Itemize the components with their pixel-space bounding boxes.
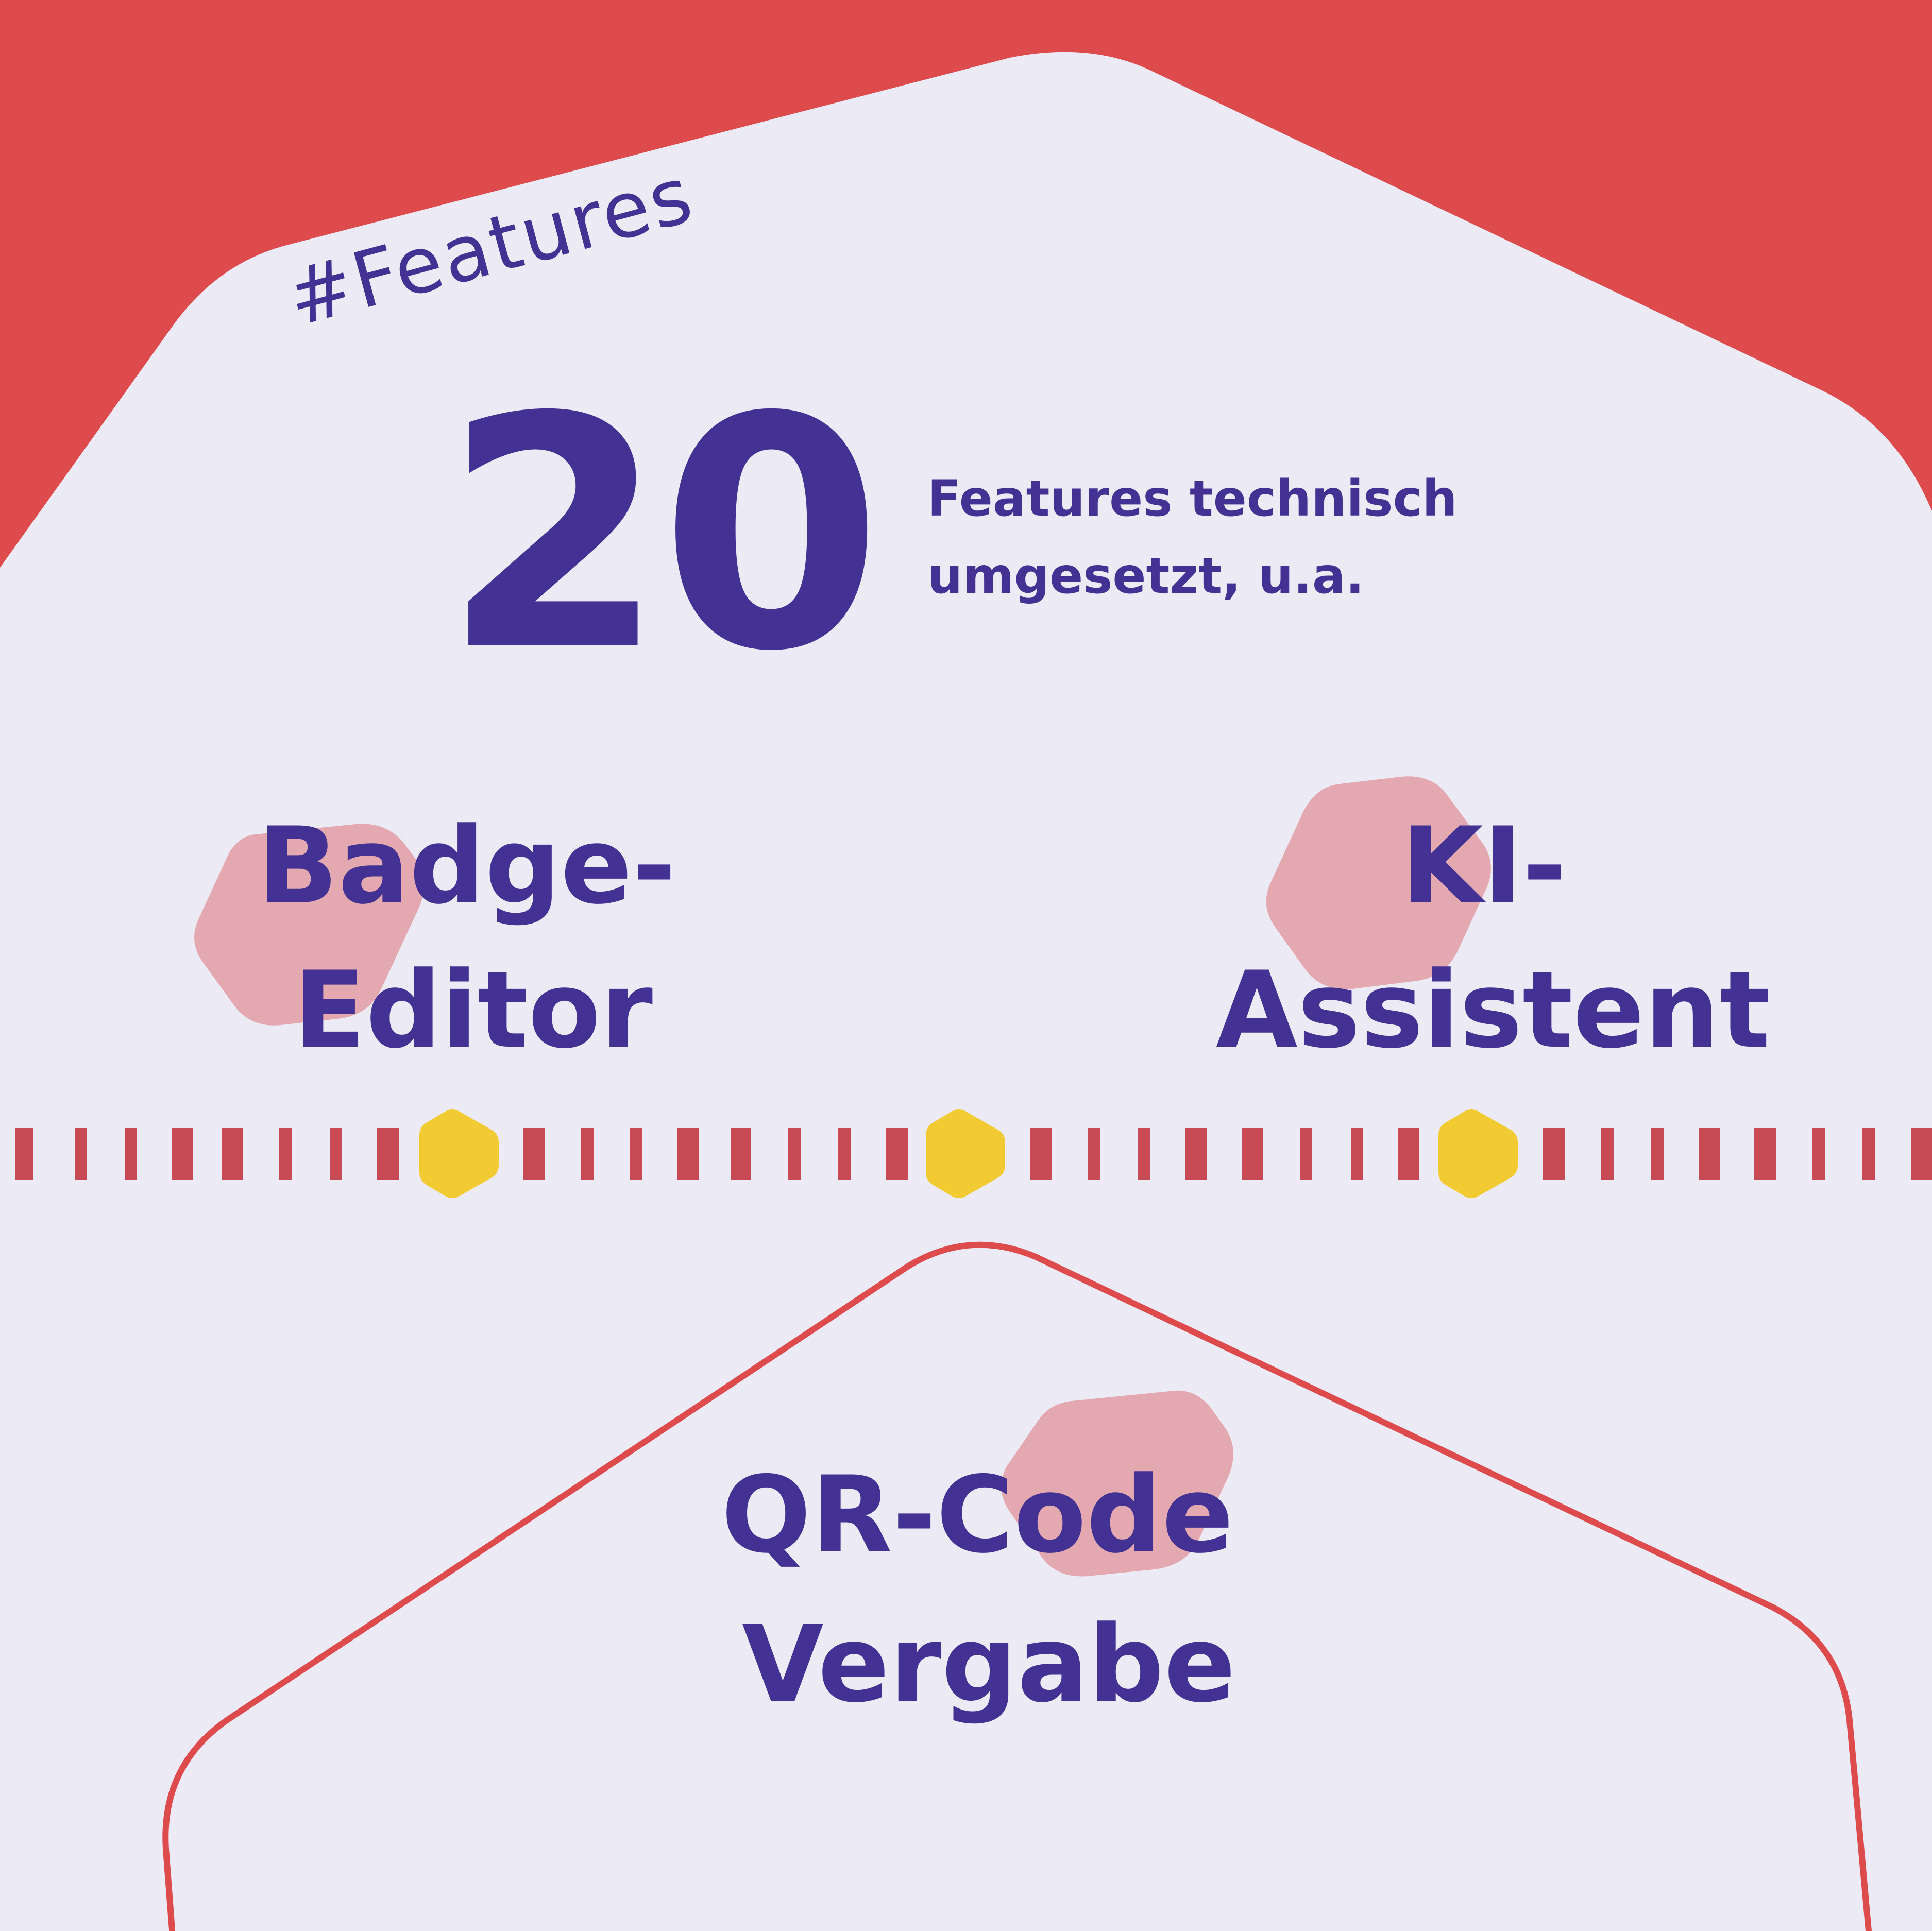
dashed-divider — [15, 1128, 1932, 1180]
feature-ki-assistent-line-2: Assistent — [1216, 949, 1770, 1072]
feature-qr-code-line-1: QR-Code — [721, 1454, 1234, 1577]
feature-badge-editor-line-1: Badge- — [258, 805, 676, 928]
pink-hexagon-ki — [1266, 776, 1491, 989]
feature-qr-code-line-2: Vergabe — [742, 1603, 1236, 1726]
feature-count: 20 — [443, 350, 883, 721]
feature-badge-editor-line-2: Editor — [294, 949, 653, 1072]
yellow-hexagon-3 — [1438, 1109, 1518, 1198]
pink-hexagon-badge — [194, 824, 425, 1026]
yellow-hexagon-1 — [419, 1109, 499, 1198]
light-hexagon-panel — [0, 52, 1932, 1931]
subtitle-line-1: Features technisch — [927, 470, 1458, 527]
yellow-hexagon-2 — [926, 1109, 1005, 1198]
outlined-hexagon — [162, 1241, 1872, 1931]
subtitle-line-2: umgesetzt, u.a. — [927, 547, 1365, 605]
pink-hexagon-qr — [1001, 1390, 1233, 1577]
feature-ki-assistent-line-1: KI- — [1401, 805, 1567, 928]
